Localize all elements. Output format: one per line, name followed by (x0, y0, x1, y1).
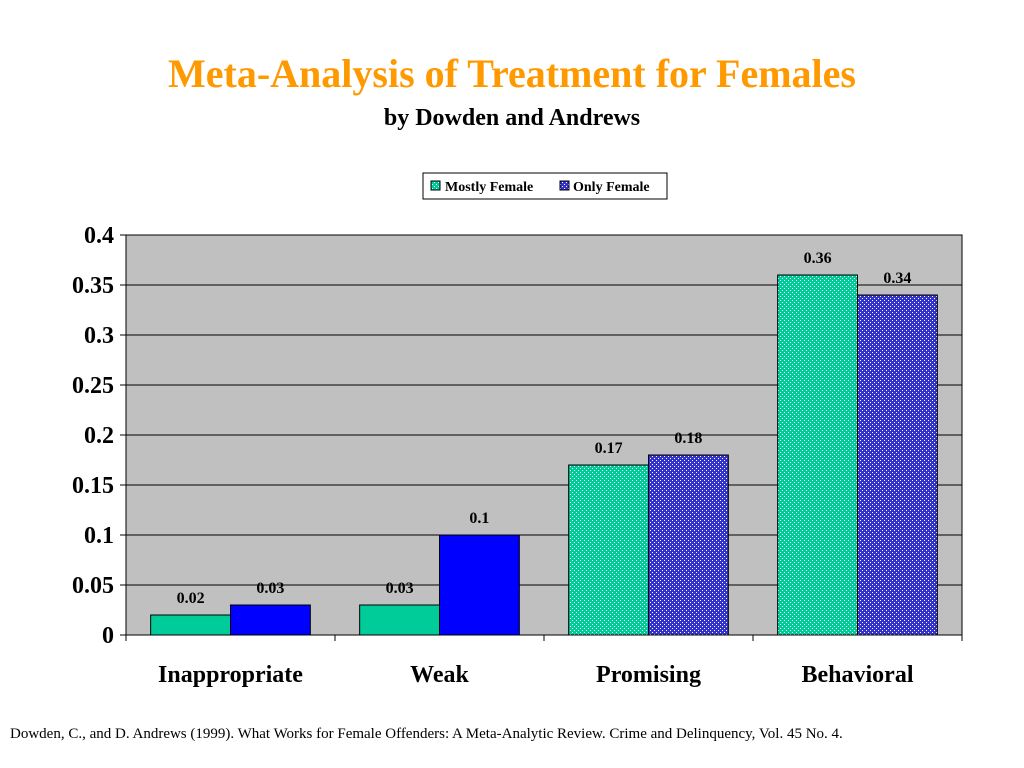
x-axis: Inappropriate Weak Promising Behavioral (125, 634, 963, 688)
value-label-only-female-inappropriate: 0.03 (256, 580, 284, 597)
value-label-only-female-behavioral: 0.34 (883, 270, 911, 287)
bar-only-female-promising (648, 454, 729, 636)
citation: Dowden, C., and D. Andrews (1999). What … (10, 726, 843, 742)
value-label-only-female-weak: 0.1 (469, 510, 489, 527)
value-label-only-female-promising: 0.18 (674, 430, 702, 447)
legend-label-only-female: Only Female (573, 180, 650, 195)
value-labels: 0.02 0.03 0.03 0.1 0.17 0.18 0.36 0.34 (177, 250, 912, 607)
bars (150, 274, 938, 636)
value-label-mostly-female-behavioral: 0.36 (804, 250, 832, 267)
bar-only-female-weak (439, 534, 520, 636)
y-tick-label: 0.4 (84, 223, 114, 249)
legend-box (422, 172, 668, 200)
y-tick-label: 0 (102, 623, 114, 649)
legend: Mostly Female Only Female (422, 172, 668, 200)
bar-mostly-female-weak (359, 604, 440, 636)
y-tick-label: 0.1 (84, 523, 114, 549)
y-tick-label: 0.35 (72, 273, 114, 299)
y-tick-label: 0.3 (84, 323, 114, 349)
legend-label-mostly-female: Mostly Female (445, 180, 533, 195)
bar-only-female-inappropriate (230, 604, 311, 636)
legend-swatch-mostly-female (430, 180, 441, 191)
y-tick-label: 0.25 (72, 373, 114, 399)
x-category-label: Weak (410, 662, 469, 688)
value-label-mostly-female-promising: 0.17 (595, 440, 623, 457)
y-tick-label: 0.05 (72, 573, 114, 599)
bar-mostly-female-promising (568, 464, 649, 636)
bar-mostly-female-inappropriate (150, 614, 231, 636)
value-label-mostly-female-inappropriate: 0.02 (177, 590, 205, 607)
x-category-label: Behavioral (802, 662, 914, 688)
y-axis: 0 0.05 0.1 0.15 0.2 0.25 0.3 0.35 0.4 (72, 223, 127, 649)
x-category-label: Promising (596, 662, 701, 688)
x-category-label: Inappropriate (158, 662, 303, 688)
bar-only-female-behavioral (857, 294, 938, 636)
bar-mostly-female-behavioral (777, 274, 858, 636)
value-label-mostly-female-weak: 0.03 (386, 580, 414, 597)
page-title: Meta-Analysis of Treatment for Females (168, 51, 856, 96)
y-tick-label: 0.15 (72, 473, 114, 499)
y-tick-label: 0.2 (84, 423, 114, 449)
legend-swatch-only-female (559, 180, 570, 191)
page-subtitle: by Dowden and Andrews (383, 105, 641, 131)
